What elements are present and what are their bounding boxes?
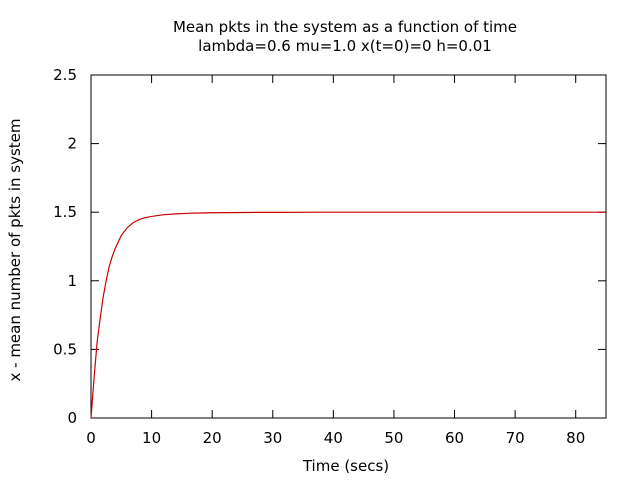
- x-tick-label: 0: [86, 429, 96, 447]
- y-tick-label: 2.5: [53, 66, 77, 84]
- chart-title: Mean pkts in the system as a function of…: [173, 18, 517, 36]
- y-tick-label: 1: [67, 272, 77, 290]
- chart-subtitle: lambda=0.6 mu=1.0 x(t=0)=0 h=0.01: [198, 37, 492, 55]
- y-tick-label: 2: [67, 135, 77, 153]
- series-group: [90, 211, 606, 419]
- plot-frame: [90, 74, 607, 419]
- x-tick-label: 70: [506, 429, 525, 447]
- x-axis-label: Time (secs): [302, 457, 389, 475]
- y-axis-label: x - mean number of pkts in system: [6, 118, 24, 381]
- x-tick-label: 20: [203, 429, 222, 447]
- x-tick-label: 40: [324, 429, 343, 447]
- y-tick-label: 0: [67, 409, 77, 427]
- x-tick-label: 60: [445, 429, 464, 447]
- x-tick-label: 50: [384, 429, 403, 447]
- x-tick-label: 80: [566, 429, 585, 447]
- y-axis-ticks: 0 0.5 1 1.5 2 2.5: [53, 66, 606, 427]
- y-tick-label: 0.5: [53, 340, 77, 358]
- x-tick-label: 30: [263, 429, 282, 447]
- x-axis-ticks: 0 10 20 30 40 50 60 70 80: [86, 75, 585, 447]
- y-tick-label: 1.5: [53, 203, 77, 221]
- x-tick-label: 10: [142, 429, 161, 447]
- series-line-0: [90, 211, 606, 419]
